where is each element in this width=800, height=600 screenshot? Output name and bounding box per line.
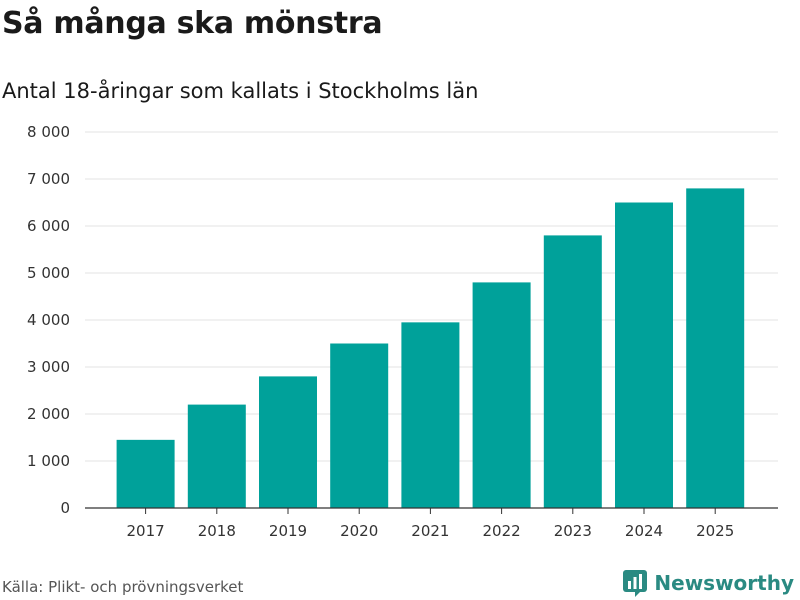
bar — [615, 202, 673, 508]
brand-logo: Newsworthy — [622, 568, 794, 598]
chart-subtitle: Antal 18-åringar som kallats i Stockholm… — [2, 79, 479, 103]
bar — [543, 235, 602, 508]
x-tick-label: 2025 — [696, 522, 734, 540]
x-tick-label: 2018 — [198, 522, 236, 540]
bar — [401, 322, 460, 508]
y-tick-label: 1 000 — [27, 452, 70, 470]
bar — [187, 404, 246, 508]
y-tick-label: 0 — [60, 499, 70, 517]
x-tick-label: 2023 — [554, 522, 592, 540]
chart-title: Så många ska mönstra — [2, 6, 383, 41]
bar — [330, 343, 389, 508]
y-tick-label: 6 000 — [27, 217, 70, 235]
x-tick-label: 2017 — [127, 522, 165, 540]
bar — [259, 376, 317, 508]
y-tick-label: 8 000 — [27, 123, 70, 141]
x-tick-label: 2024 — [625, 522, 663, 540]
brand-name: Newsworthy — [654, 571, 794, 595]
x-tick-label: 2022 — [483, 522, 521, 540]
source-note: Källa: Plikt- och prövningsverket — [2, 578, 244, 596]
y-tick-label: 4 000 — [27, 311, 70, 329]
y-tick-label: 3 000 — [27, 358, 70, 376]
y-tick-label: 5 000 — [27, 264, 70, 282]
bar — [686, 188, 745, 508]
bar — [116, 439, 175, 508]
x-tick-label: 2020 — [340, 522, 378, 540]
y-tick-label: 2 000 — [27, 405, 70, 423]
bar — [472, 282, 531, 508]
x-tick-label: 2021 — [411, 522, 449, 540]
newsworthy-logo-icon — [623, 570, 648, 597]
x-tick-label: 2019 — [269, 522, 307, 540]
y-tick-label: 7 000 — [27, 170, 70, 188]
